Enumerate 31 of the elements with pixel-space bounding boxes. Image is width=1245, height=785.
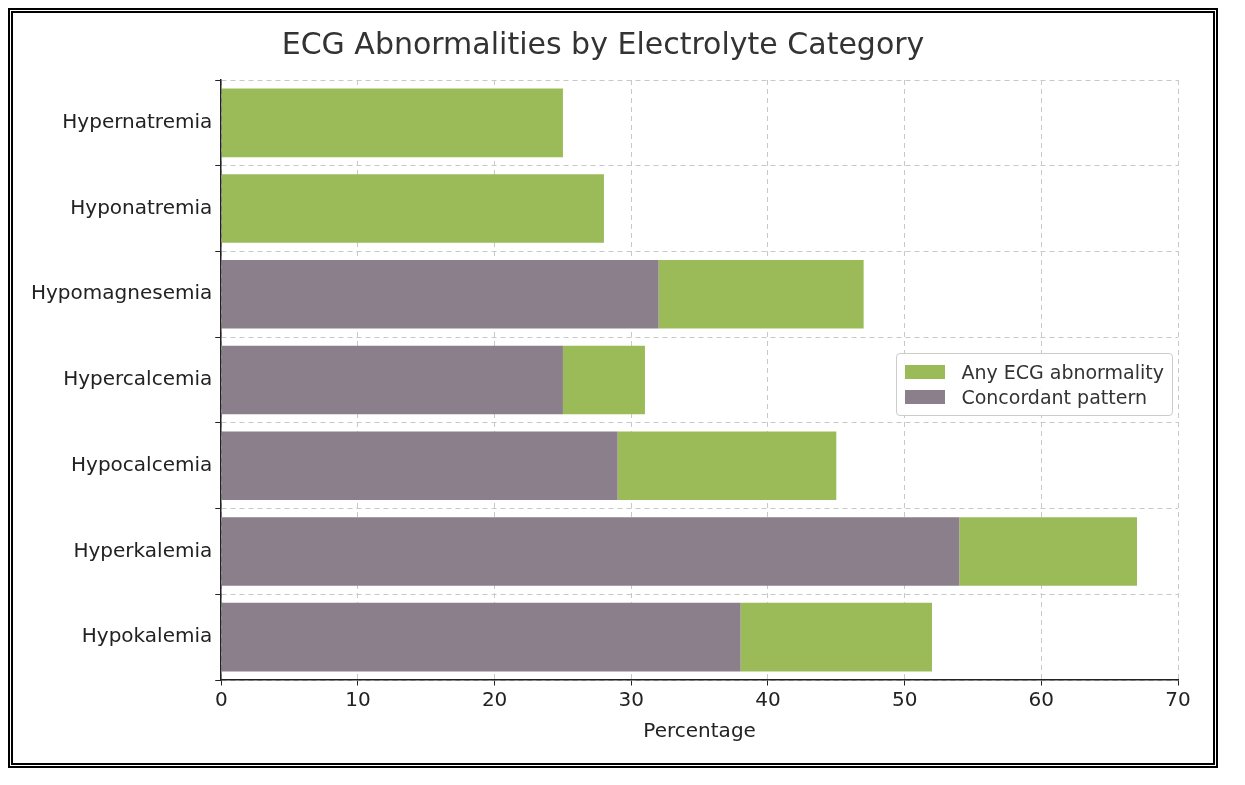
bar: [221, 345, 563, 415]
y-tick-label: Hypernatremia: [62, 109, 213, 134]
x-tick-label: 70: [1165, 687, 1191, 712]
bar: [959, 517, 1137, 586]
x-tick-label: 0: [214, 687, 228, 712]
y-tick-label: Hypercalcemia: [63, 366, 213, 391]
bar: [658, 260, 864, 329]
y-tick-label: Hyponatremia: [70, 194, 213, 219]
x-tick-label: 60: [1028, 687, 1055, 712]
x-tick-label: 30: [618, 687, 645, 712]
bar: [221, 88, 563, 158]
chart-title: ECG Abnormalities by Electrolyte Category: [281, 25, 925, 61]
x-tick-label: 50: [891, 687, 918, 712]
bar: [221, 431, 618, 500]
y-tick-label: Hypocalcemia: [71, 451, 213, 476]
x-axis-title: Percentage: [643, 718, 756, 743]
y-tick-label: Hyperkalemia: [73, 537, 213, 562]
bar: [740, 602, 932, 672]
bar: [221, 174, 604, 243]
bar: [221, 260, 659, 329]
bar: [562, 345, 645, 415]
legend-label: Concordant pattern: [961, 386, 1147, 408]
legend-label: Any ECG abnormality: [961, 361, 1164, 383]
bar: [617, 431, 837, 500]
y-tick-label: Hypomagnesemia: [30, 280, 213, 305]
bar: [221, 602, 741, 672]
x-tick-label: 20: [481, 687, 508, 712]
x-tick-label: 10: [345, 687, 371, 712]
y-tick-label: Hypokalemia: [81, 623, 213, 648]
bar: [221, 517, 960, 586]
x-tick-label: 40: [755, 687, 781, 712]
